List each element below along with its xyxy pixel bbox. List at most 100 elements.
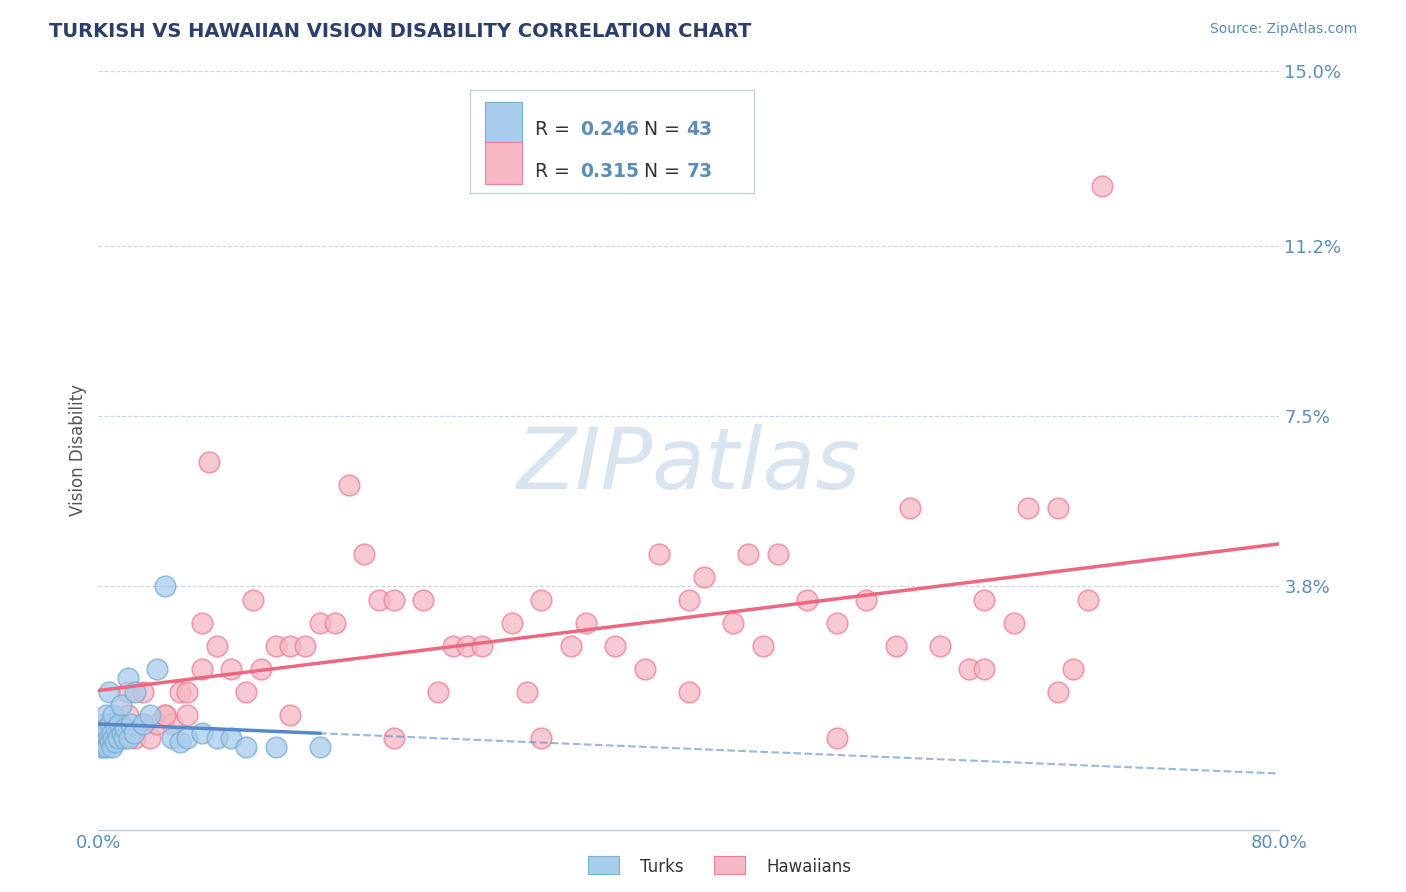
Point (221, 731, 243, 745)
Text: R =: R = (536, 162, 576, 181)
Point (678, 592, 700, 607)
Point (855, 592, 877, 607)
Point (825, 731, 848, 745)
Point (120, 717, 142, 731)
Point (169, 735, 191, 749)
Point (309, 739, 332, 754)
FancyBboxPatch shape (471, 90, 754, 193)
FancyBboxPatch shape (485, 102, 523, 144)
Point (93, 726, 115, 740)
Point (122, 726, 145, 740)
Point (959, 662, 981, 676)
Point (242, 592, 264, 607)
Text: N =: N = (633, 120, 686, 139)
Point (766, 547, 789, 561)
Text: N =: N = (633, 162, 686, 181)
Point (103, 731, 125, 745)
Text: 0.315: 0.315 (581, 162, 640, 181)
Point (191, 662, 214, 676)
Point (530, 731, 553, 745)
Point (94, 731, 117, 745)
Text: R =: R = (536, 120, 576, 139)
Point (97, 684, 120, 698)
Point (91, 731, 114, 745)
Point (530, 592, 553, 607)
Point (198, 455, 221, 469)
Point (294, 639, 316, 653)
Text: ZIPatlas: ZIPatlas (517, 424, 860, 508)
Point (280, 639, 302, 653)
Point (153, 707, 176, 722)
Point (516, 684, 538, 698)
Point (176, 731, 198, 745)
Point (1018, 500, 1040, 515)
Text: 0.246: 0.246 (581, 120, 640, 139)
Point (1091, 179, 1114, 194)
Point (1077, 592, 1099, 607)
Point (900, 500, 922, 515)
Point (339, 478, 361, 492)
Point (605, 639, 627, 653)
Point (235, 739, 257, 754)
Point (973, 662, 995, 676)
Point (796, 592, 818, 607)
Point (110, 731, 132, 745)
Point (884, 639, 907, 653)
Point (678, 684, 700, 698)
Point (103, 717, 125, 731)
Point (309, 615, 332, 630)
Point (323, 615, 346, 630)
Point (648, 547, 671, 561)
Point (471, 639, 494, 653)
Point (825, 615, 848, 630)
Point (235, 684, 257, 698)
Point (264, 739, 287, 754)
Point (111, 726, 134, 740)
Point (114, 722, 136, 736)
Point (737, 547, 759, 561)
Point (132, 684, 155, 698)
Point (752, 639, 775, 653)
Text: Source: ZipAtlas.com: Source: ZipAtlas.com (1209, 22, 1357, 37)
Point (98, 735, 121, 749)
Point (176, 707, 198, 722)
Point (153, 707, 176, 722)
Text: 73: 73 (686, 162, 713, 181)
Point (118, 731, 141, 745)
Point (100, 726, 122, 740)
Point (94, 707, 117, 722)
Point (132, 717, 155, 731)
Point (191, 726, 214, 740)
Point (382, 731, 405, 745)
Point (117, 671, 139, 685)
Point (98, 717, 121, 731)
Point (107, 731, 129, 745)
Point (100, 739, 122, 754)
Point (110, 698, 132, 713)
Point (412, 592, 434, 607)
Point (929, 639, 952, 653)
Point (501, 615, 523, 630)
Point (382, 592, 405, 607)
Point (723, 615, 745, 630)
Point (96, 722, 118, 736)
Point (575, 615, 598, 630)
Point (117, 684, 139, 698)
Point (264, 639, 287, 653)
Point (560, 639, 582, 653)
Point (104, 735, 127, 749)
Point (146, 662, 169, 676)
FancyBboxPatch shape (485, 142, 523, 184)
Point (1047, 684, 1070, 698)
Point (205, 639, 228, 653)
Point (368, 592, 391, 607)
Point (96, 739, 118, 754)
Text: Hawaiians: Hawaiians (766, 858, 851, 876)
Point (427, 684, 450, 698)
Point (1047, 500, 1070, 515)
Point (221, 662, 243, 676)
Text: TURKISH VS HAWAIIAN VISION DISABILITY CORRELATION CHART: TURKISH VS HAWAIIAN VISION DISABILITY CO… (49, 22, 752, 41)
Point (139, 707, 162, 722)
Point (132, 717, 155, 731)
Point (139, 731, 162, 745)
